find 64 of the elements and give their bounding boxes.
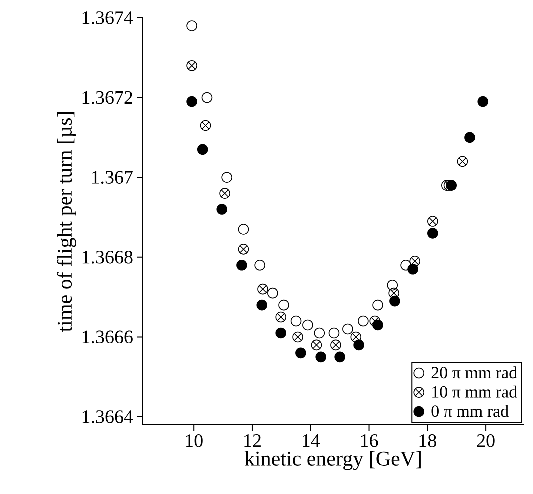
y-tick-label: 1.367 (92, 171, 133, 184)
x-tick-label: 18 (420, 434, 436, 448)
x-tick-label: 14 (303, 434, 320, 448)
legend-label: 10 π mm rad (432, 386, 518, 398)
point (236, 260, 248, 271)
point (370, 316, 381, 327)
point (354, 340, 364, 351)
y-tick-label: 1.3668 (82, 250, 133, 264)
point (258, 284, 268, 295)
x-axis-title: kinetic energy [GeV] (244, 451, 421, 470)
point (446, 180, 457, 191)
point (202, 92, 213, 104)
point (276, 312, 286, 323)
y-tick-label: 1.3666 (82, 330, 133, 344)
point (350, 332, 362, 343)
point (292, 332, 304, 343)
point (256, 300, 268, 311)
point (216, 204, 228, 215)
point (464, 132, 476, 144)
point (302, 320, 314, 331)
point (238, 244, 250, 255)
point (342, 324, 354, 335)
point (334, 352, 346, 363)
point (316, 352, 326, 363)
point (186, 20, 198, 32)
point (238, 224, 250, 235)
x-tick-label: 16 (361, 434, 378, 448)
point (311, 340, 322, 351)
point (388, 288, 400, 299)
point (478, 96, 489, 108)
x-tick-label: 20 (477, 434, 495, 448)
point (410, 256, 421, 267)
point (200, 120, 212, 132)
point (276, 328, 286, 339)
point (358, 316, 369, 327)
legend-label: 20 π mm rad (432, 366, 518, 379)
y-tick-label: 1.3672 (82, 91, 132, 104)
point (428, 216, 438, 227)
point (278, 300, 290, 311)
point (372, 320, 384, 331)
point (457, 156, 468, 168)
point (387, 280, 398, 291)
point (197, 144, 208, 156)
point (428, 228, 438, 239)
y-axis-title: time of flight per turn [µs] (57, 112, 76, 332)
x-tick-label: 10 (186, 434, 203, 448)
point (330, 340, 342, 351)
point (220, 188, 230, 199)
point (222, 172, 232, 184)
x-tick-label: 12 (244, 434, 261, 448)
point (408, 264, 418, 275)
point (290, 316, 302, 327)
point (254, 260, 266, 271)
y-tick-label: 1.3674 (82, 12, 134, 24)
y-tick-label: 1.3664 (82, 410, 134, 424)
point (390, 296, 400, 307)
point (328, 328, 340, 339)
point (314, 328, 326, 339)
point (186, 60, 198, 72)
point (372, 300, 384, 311)
point (186, 96, 198, 108)
point (268, 288, 278, 299)
legend-label: 0 π mm rad (432, 405, 509, 418)
point (296, 348, 306, 359)
